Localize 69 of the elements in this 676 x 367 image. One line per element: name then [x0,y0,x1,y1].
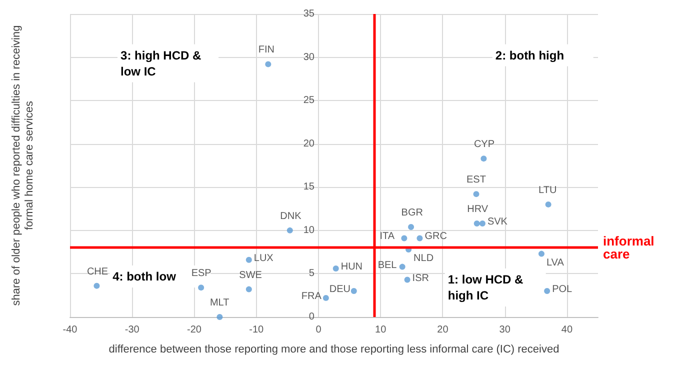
point [322,294,329,301]
annotation: SVK [487,216,508,228]
point [399,264,406,270]
annotation: ITA [380,231,395,242]
point [332,266,339,272]
point [545,201,552,208]
x-tick-label: -30 [124,324,140,336]
y-tick-label: 25 [303,95,315,106]
point [216,314,223,320]
point [480,156,487,162]
point [198,284,204,291]
x-axis-title: difference between those reporting more and those reporting less informal care (IC) received [108,344,560,356]
annotation: EST [466,174,486,186]
annotation: LVA [546,257,564,268]
annotation: SWE [239,270,262,281]
point [473,191,480,198]
annotation: CYP [474,139,495,150]
x-tick-label: 0 [316,324,322,336]
annotation: FRA [301,290,322,302]
y-tick-label: 20 [303,138,315,150]
point [350,288,357,294]
annotation: DEU [329,284,351,296]
annotation: CHE [86,266,108,278]
annotation: LUX [254,252,274,264]
point [538,250,544,257]
y-tick-label: 5 [308,268,315,280]
y-tick-label: 0 [308,312,315,322]
y-tick-label: 30 [303,52,315,63]
y-axis-title: share of older people who reported difficulties in receiving formal home care services [10,25,36,306]
y-tick-label: 10 [303,224,315,236]
point [265,61,272,68]
ref-line-label: informal care [603,234,658,262]
annotation: LTU [538,184,557,196]
annotation: NLD [414,252,434,264]
x-tick-label: -40 [62,324,78,336]
annotation: 4: both low [112,269,177,284]
point [401,235,408,242]
annotation: 2: both high [495,48,564,62]
annotation: 1: low HCD & high IC [448,272,527,303]
annotation: GRC [424,231,447,242]
x-tick-label: 20 [437,324,449,336]
annotation: BGR [401,207,423,218]
annotation: MLT [210,298,230,308]
annotation: BEL [378,260,398,271]
point [246,256,252,263]
annotation: ISR [412,272,429,284]
point [544,288,550,294]
x-tick-label: -10 [249,324,264,336]
annotation: HUN [340,262,363,273]
point [404,276,410,283]
annotation: FIN [258,44,275,56]
y-tick-label: 15 [303,182,315,193]
point [246,286,252,292]
x-tick-label: 40 [561,324,573,336]
x-tick-label: -20 [187,324,202,336]
point [474,220,480,226]
annotation: POL [552,284,573,296]
x-tick-label: 10 [375,324,387,336]
annotation: HRV [467,204,488,216]
x-tick-label: 30 [499,324,511,336]
annotation: DNK [280,210,302,222]
y-tick-label: 35 [303,8,315,20]
point [479,220,486,226]
point [286,227,293,234]
point [416,235,423,242]
point [94,282,100,289]
point [408,224,414,230]
annotation: 3: high HCD & low IC [120,48,205,78]
annotation: ESP [191,268,212,280]
